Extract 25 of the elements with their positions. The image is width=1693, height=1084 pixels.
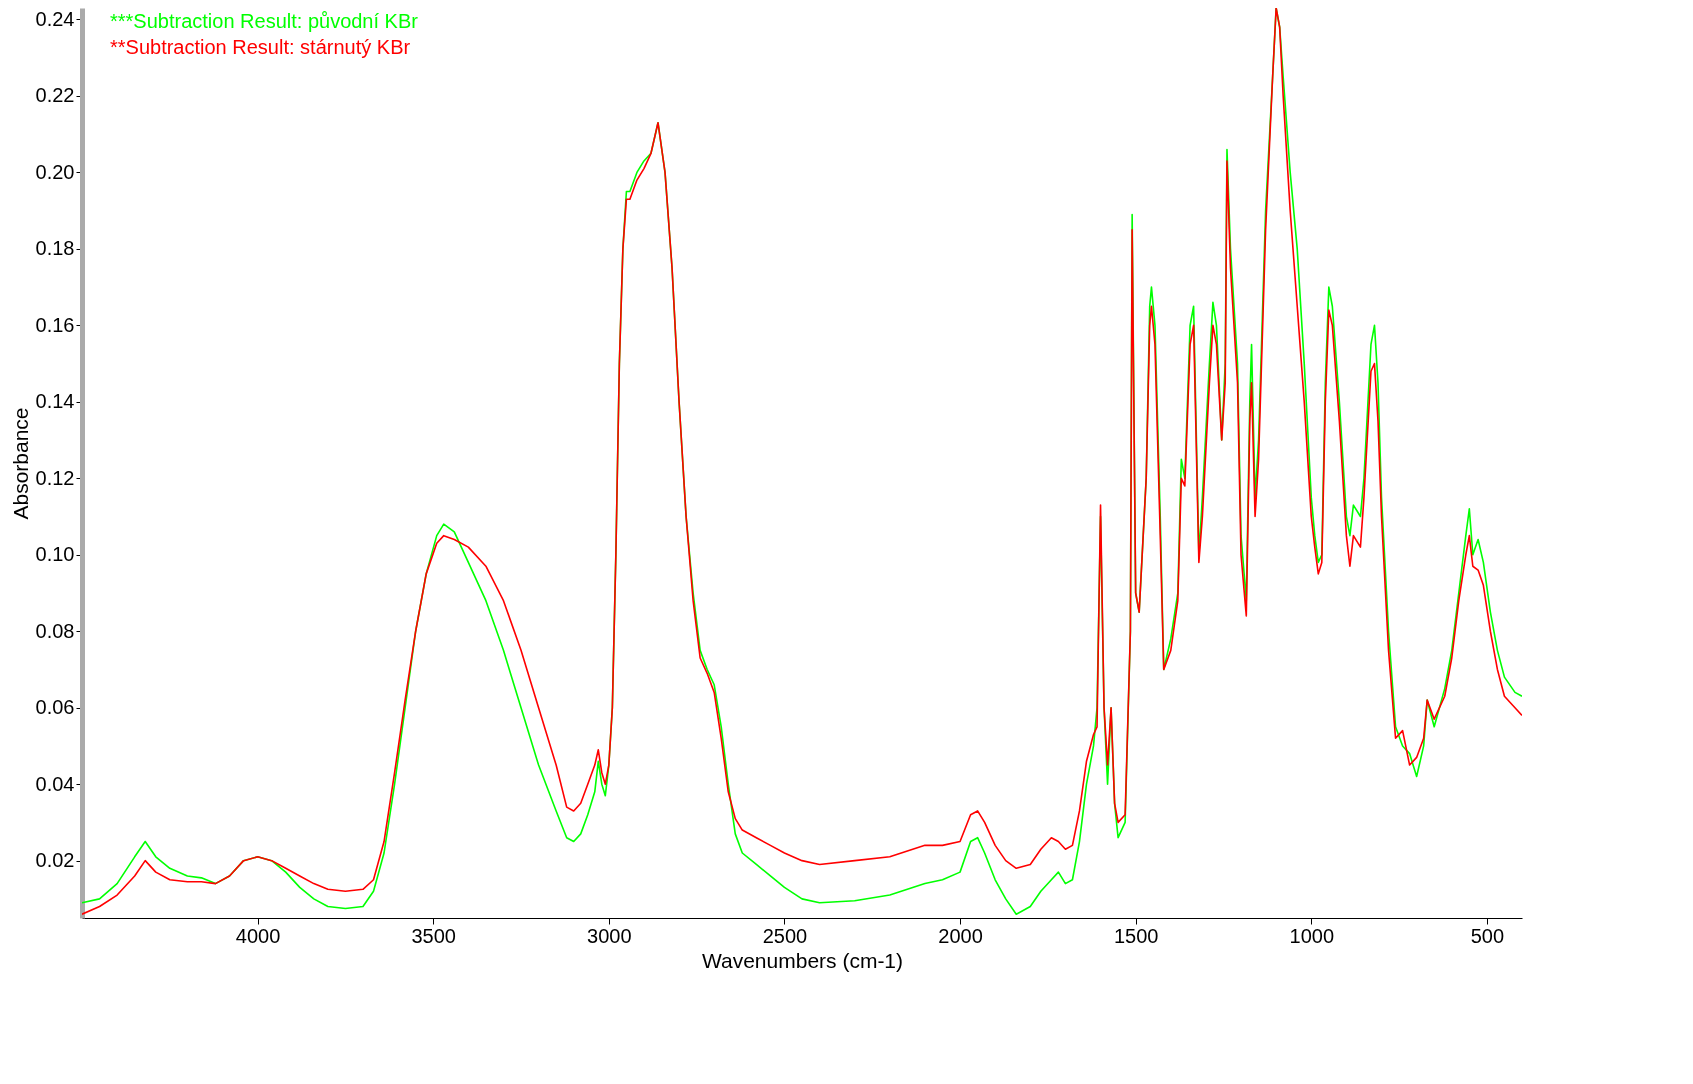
y-axis-title: Absorbance [8,407,32,520]
x-tick-label: 4000 [235,924,281,947]
text: **Subtraction Result: stárnutý KBr [110,36,411,58]
y-tick-label: 0.12 [35,466,75,489]
y-tick-label: 0.08 [35,619,75,642]
x-tick-label: 1000 [1289,924,1335,947]
x-axis-title: Wavenumbers (cm-1) [701,948,904,972]
y-tick-label: 0.22 [35,84,75,107]
y-tick-label: 0.10 [35,543,75,566]
x-tick-label: 2500 [762,924,808,947]
y-tick-label: 0.20 [35,160,75,183]
y-tick-label: 0.02 [35,849,75,872]
text: ***Subtraction Result: původní KBr [110,10,419,32]
y-tick-label: 0.16 [35,313,75,336]
x-tick-label: 3500 [411,924,456,947]
y-tick-label: 0.24 [35,7,75,30]
y-tick-label: 0.18 [35,237,75,260]
x-tick-label: 1500 [1113,924,1159,947]
y-tick-label: 0.06 [35,696,75,719]
y-tick-label: 0.14 [35,390,75,413]
x-tick-label: 3000 [587,924,632,947]
x-tick-label: 2000 [938,924,983,947]
line-series [82,8,1522,915]
x-tick-label: 500 [1470,924,1505,947]
y-tick-label: 0.04 [35,772,75,795]
